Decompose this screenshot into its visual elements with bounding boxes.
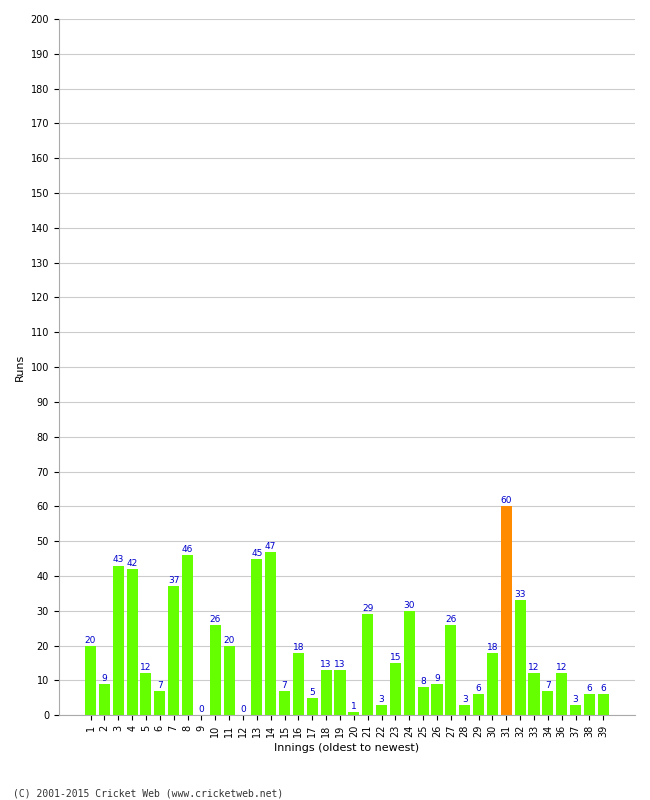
Bar xyxy=(307,698,318,715)
Text: 6: 6 xyxy=(476,684,482,694)
Bar xyxy=(584,694,595,715)
Bar xyxy=(362,614,373,715)
Text: 13: 13 xyxy=(320,660,332,669)
Bar xyxy=(473,694,484,715)
Text: 7: 7 xyxy=(157,681,162,690)
Bar xyxy=(182,555,193,715)
Text: 29: 29 xyxy=(362,604,373,614)
Bar xyxy=(528,674,539,715)
Bar xyxy=(515,600,526,715)
Text: 7: 7 xyxy=(545,681,551,690)
Text: 20: 20 xyxy=(224,635,235,645)
Bar xyxy=(556,674,567,715)
Text: 1: 1 xyxy=(351,702,357,710)
Bar xyxy=(390,663,401,715)
Bar xyxy=(500,506,512,715)
Text: 9: 9 xyxy=(101,674,107,683)
Text: 12: 12 xyxy=(556,663,567,673)
Bar xyxy=(168,586,179,715)
Text: 0: 0 xyxy=(198,705,204,714)
Bar xyxy=(542,691,553,715)
Text: 42: 42 xyxy=(127,559,138,568)
X-axis label: Innings (oldest to newest): Innings (oldest to newest) xyxy=(274,743,419,753)
Bar xyxy=(432,684,443,715)
Text: 6: 6 xyxy=(586,684,592,694)
Text: 26: 26 xyxy=(445,614,456,624)
Text: 3: 3 xyxy=(462,694,467,704)
Text: 30: 30 xyxy=(404,601,415,610)
Bar xyxy=(127,569,138,715)
Bar xyxy=(570,705,581,715)
Y-axis label: Runs: Runs xyxy=(15,354,25,381)
Text: 13: 13 xyxy=(334,660,346,669)
Text: 26: 26 xyxy=(209,614,221,624)
Text: 47: 47 xyxy=(265,542,276,550)
Text: 15: 15 xyxy=(389,653,401,662)
Bar xyxy=(404,610,415,715)
Bar xyxy=(598,694,609,715)
Bar xyxy=(445,625,456,715)
Text: 33: 33 xyxy=(514,590,526,599)
Bar xyxy=(154,691,165,715)
Text: 3: 3 xyxy=(379,694,384,704)
Bar xyxy=(334,670,346,715)
Bar xyxy=(417,687,428,715)
Bar xyxy=(293,653,304,715)
Text: 3: 3 xyxy=(573,694,578,704)
Text: 20: 20 xyxy=(85,635,96,645)
Bar xyxy=(210,625,221,715)
Bar xyxy=(348,712,359,715)
Text: 60: 60 xyxy=(500,496,512,506)
Text: 46: 46 xyxy=(182,545,193,554)
Text: 0: 0 xyxy=(240,705,246,714)
Text: 43: 43 xyxy=(112,555,124,565)
Bar xyxy=(265,552,276,715)
Bar xyxy=(112,566,124,715)
Bar xyxy=(140,674,151,715)
Bar xyxy=(85,646,96,715)
Text: 5: 5 xyxy=(309,688,315,697)
Bar xyxy=(487,653,498,715)
Bar xyxy=(99,684,110,715)
Text: 9: 9 xyxy=(434,674,440,683)
Bar xyxy=(252,558,263,715)
Bar xyxy=(279,691,290,715)
Text: (C) 2001-2015 Cricket Web (www.cricketweb.net): (C) 2001-2015 Cricket Web (www.cricketwe… xyxy=(13,788,283,798)
Bar xyxy=(320,670,332,715)
Text: 8: 8 xyxy=(421,678,426,686)
Text: 7: 7 xyxy=(281,681,287,690)
Text: 6: 6 xyxy=(601,684,606,694)
Text: 37: 37 xyxy=(168,576,179,586)
Text: 45: 45 xyxy=(251,549,263,558)
Bar xyxy=(376,705,387,715)
Text: 18: 18 xyxy=(487,642,498,651)
Bar xyxy=(459,705,470,715)
Text: 12: 12 xyxy=(140,663,151,673)
Text: 12: 12 xyxy=(528,663,539,673)
Bar xyxy=(224,646,235,715)
Text: 18: 18 xyxy=(292,642,304,651)
